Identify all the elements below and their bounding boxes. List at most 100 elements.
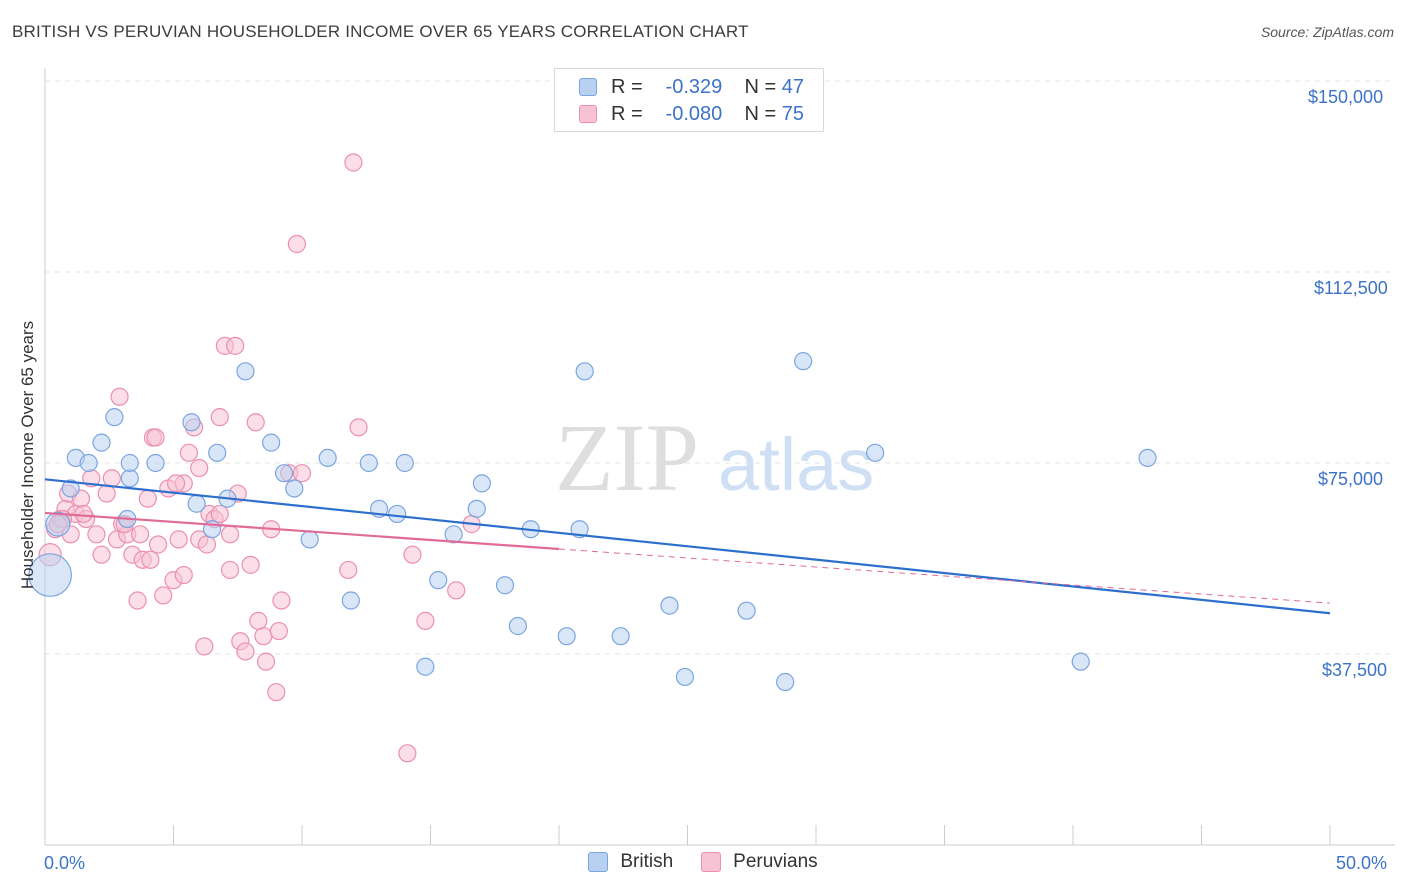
british-point	[1138, 448, 1157, 468]
r-value: -0.329	[665, 75, 723, 98]
n-value: 75	[781, 102, 804, 125]
british-point	[776, 672, 795, 692]
british-point	[557, 627, 576, 646]
british-point	[467, 499, 486, 518]
peruvian-point	[220, 560, 240, 580]
british-point	[387, 504, 407, 524]
peruvian-point	[241, 555, 260, 574]
british-point	[79, 453, 98, 473]
peruvian-point	[249, 611, 268, 630]
source-label: Source: ZipAtlas.com	[1260, 24, 1394, 40]
british-points	[28, 352, 1157, 692]
peruvian-trend-line	[44, 511, 560, 551]
peruvian-point	[246, 413, 265, 432]
british-point	[737, 601, 756, 620]
peruvian-point	[102, 469, 121, 488]
british-point	[187, 494, 206, 513]
peruvian-point	[226, 336, 245, 355]
british-point	[274, 464, 294, 483]
british-point	[341, 591, 360, 610]
british-point	[92, 433, 111, 452]
british-point	[1071, 652, 1090, 671]
british-point	[285, 479, 304, 498]
peruvian-point	[256, 652, 276, 671]
british-point	[105, 408, 124, 427]
peruvian-point	[190, 458, 209, 478]
peruvian-point	[236, 642, 255, 661]
british-point	[444, 525, 463, 544]
peruvian-point	[210, 408, 229, 427]
british-swatch-icon	[579, 78, 597, 96]
peruvian-point	[447, 581, 466, 600]
peruvian-point	[210, 504, 229, 524]
watermark: ZIP atlas	[555, 404, 874, 511]
british-point	[359, 453, 378, 473]
peruvian-point	[292, 464, 312, 483]
n-value: 47	[781, 75, 804, 98]
y-tick-label: $150,000	[1308, 87, 1384, 107]
peruvian-point	[403, 545, 422, 564]
british-swatch-icon	[588, 852, 609, 872]
peruvian-point	[339, 560, 358, 580]
n-label: N =	[744, 75, 777, 98]
peruvian-point	[416, 611, 435, 630]
peruvian-point	[74, 504, 93, 524]
r-label: R =	[611, 102, 643, 125]
axes	[44, 68, 1395, 846]
british-point	[495, 576, 515, 595]
peruvian-point	[220, 525, 240, 544]
british-point	[472, 474, 491, 493]
british-point	[794, 352, 813, 371]
british-point	[146, 453, 165, 473]
peruvian-point	[92, 545, 111, 564]
series-legend: British Peruvians	[0, 851, 1406, 873]
peruvian-point	[148, 535, 168, 554]
peruvian-point	[130, 525, 150, 544]
peruvian-point	[166, 474, 186, 493]
peruvian-point	[154, 586, 173, 605]
legend-item-peruvians[interactable]: Peruvians	[701, 851, 818, 873]
legend-row-peruvians: R = -0.080 N = 75	[579, 102, 804, 126]
x-tick-label-min: 0.0%	[44, 853, 86, 873]
british-point	[120, 453, 139, 473]
british-point	[28, 553, 72, 597]
y-axis-title: Householder Income Over 65 years	[18, 320, 37, 590]
peruvian-point	[146, 428, 165, 447]
british-point	[429, 571, 448, 590]
peruvian-point	[97, 484, 116, 503]
peruvian-point	[128, 591, 147, 610]
peruvian-point	[254, 627, 273, 646]
chart-title: BRITISH VS PERUVIAN HOUSEHOLDER INCOME O…	[12, 22, 749, 41]
peruvian-points	[38, 153, 481, 763]
peruvian-point	[287, 234, 306, 254]
peruvian-point	[174, 565, 193, 585]
british-point	[208, 443, 227, 462]
y-tick-label: $112,500	[1314, 278, 1388, 298]
r-value: -0.080	[665, 102, 723, 125]
peruvian-point	[141, 550, 160, 569]
british-point	[675, 667, 695, 687]
peruvian-swatch-icon	[579, 105, 597, 123]
british-point	[416, 657, 435, 676]
british-point	[318, 448, 337, 468]
peruvian-point	[197, 535, 217, 554]
y-tick-label: $75,000	[1318, 469, 1384, 489]
watermark-zip: ZIP	[555, 404, 699, 511]
british-point	[866, 443, 885, 462]
x-tick-label-max: 50.0%	[1336, 853, 1388, 873]
legend-item-british[interactable]: British	[588, 851, 673, 873]
british-point	[575, 362, 594, 381]
peruvian-point	[398, 744, 417, 763]
peruvian-point	[179, 443, 199, 462]
british-trend-line	[44, 478, 1331, 615]
peruvian-point	[344, 153, 363, 172]
peruvian-trend-line-extension	[558, 548, 1331, 604]
stats-legend: R = -0.329 N = 47 R = -0.080 N = 75	[554, 68, 824, 132]
british-point	[611, 627, 630, 646]
british-point	[508, 616, 527, 636]
british-point	[236, 362, 255, 381]
british-point	[120, 469, 139, 488]
peruvian-point	[138, 489, 157, 508]
watermark-atlas: atlas	[718, 423, 874, 506]
